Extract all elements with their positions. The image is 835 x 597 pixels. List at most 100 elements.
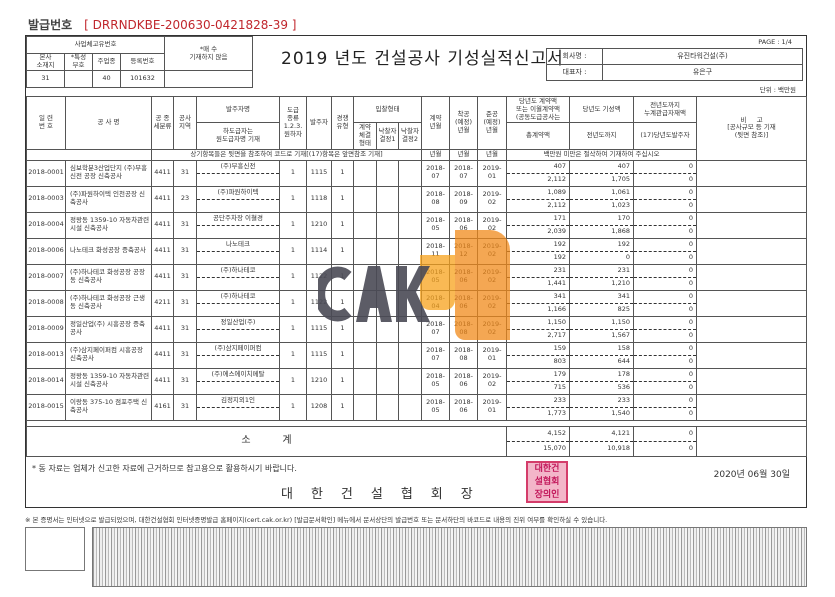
cell-p1: 0: [633, 393, 698, 408]
biz-val: 40: [92, 70, 121, 88]
table-subrow: 1,441 1,210 0: [27, 277, 807, 291]
biz-val: 101632: [120, 70, 165, 88]
cell-no: 2018-0008: [26, 289, 66, 317]
cell-no: 2018-0004: [26, 211, 66, 239]
cell-empty: [353, 211, 377, 239]
cell-remark: [696, 159, 808, 187]
cell-d2: 1,868: [569, 225, 635, 239]
cell-client: 정일산업(주): [196, 315, 280, 330]
company-box: 회사명 : 유진타워건설(주) 대표자 : 유은구: [546, 48, 803, 81]
cell-comp: 1: [331, 341, 354, 369]
cell-end: 2019-02: [477, 315, 508, 343]
cell-cym: 2018-05: [421, 367, 451, 395]
cell-d2: 825: [569, 303, 635, 317]
cell-name: 정왕동 1359-10 자동차관련 시설 신축공사: [65, 211, 152, 239]
cell-cym: 2018-05: [421, 211, 451, 239]
cell-orderer: 1114: [306, 237, 332, 265]
cell-no: 2018-0006: [26, 237, 66, 265]
cell-end: 2019-02: [477, 289, 508, 317]
cell-end: 2019-02: [477, 263, 508, 291]
cell-empty: [376, 237, 399, 265]
subtotal-a1: 4,152: [506, 425, 571, 442]
cell-sub: 4161: [151, 393, 174, 421]
cell-client-blank: [196, 407, 280, 421]
table-subrow: 715 536 0: [27, 381, 807, 395]
cell-d1: 170: [569, 211, 635, 226]
cell-sub: 4411: [151, 341, 174, 369]
cell-ctype: 1: [279, 315, 307, 343]
cell-empty: [397, 289, 423, 317]
cell-empty: [397, 315, 423, 343]
cell-cym: 2018-07: [421, 341, 451, 369]
cell-region: 31: [173, 393, 197, 421]
cell-empty: [376, 367, 399, 395]
money-note: 백만원 미만은 절삭하여 기재하여 주십시오: [506, 148, 698, 161]
subtotal-remark: [696, 425, 808, 457]
cell-a2: 2,112: [506, 173, 571, 187]
cell-client: (주)파원하이텍: [196, 185, 280, 200]
company-name: 유진타워건설(주): [602, 48, 803, 65]
cell-cym: 2018-11: [421, 237, 451, 265]
header-client: 하도급자는 원도급자명 기재: [196, 122, 280, 150]
cell-sub: 4411: [151, 237, 174, 265]
cell-name: (주)하나테코 화성공장 공장동 신축공사: [65, 263, 152, 291]
cell-d2: 536: [569, 381, 635, 395]
cell-a1: 192: [506, 237, 571, 252]
cell-empty: [397, 367, 423, 395]
header-region: 공사 지역: [173, 96, 197, 150]
ceo-label: 대표자 :: [546, 64, 603, 81]
cell-empty: [397, 211, 423, 239]
cell-remark: [696, 367, 808, 395]
cell-p1: 0: [633, 237, 698, 252]
cell-empty: [376, 211, 399, 239]
header-contract_type: 도급 종류 1.2.3. 원하자: [279, 96, 307, 150]
cell-a2: 2,039: [506, 225, 571, 239]
cell-start: 2018-06: [449, 367, 479, 395]
cell-end: 2019-02: [477, 211, 508, 239]
cell-d1: 178: [569, 367, 635, 382]
cell-start: 2018-06: [449, 263, 479, 291]
cell-empty: [397, 237, 423, 265]
header-client_group: 발주자명: [196, 95, 280, 124]
cell-remark: [696, 211, 808, 239]
header-ym: 년월: [477, 148, 508, 161]
cell-comp: 1: [331, 237, 354, 265]
cell-a2: 1,441: [506, 277, 571, 291]
cell-sub: 4411: [151, 185, 174, 213]
cell-client: (주)하나테코: [196, 263, 280, 278]
cell-region: 31: [173, 211, 197, 239]
issue-code: [ DRRNDKBE-200630-0421828-39 ]: [84, 18, 297, 32]
subtotal-p1: 0: [633, 425, 698, 442]
cell-p1: 0: [633, 315, 698, 330]
cell-empty: [353, 263, 377, 291]
cell-cym: 2018-05: [421, 393, 451, 421]
biz-col: 주업종: [92, 53, 121, 71]
table-row: 2018-0007 (주)하나테코 화성공장 공장동 신축공사 4411 31 (주)하…: [26, 263, 808, 291]
cell-client: (주)삼지페이퍼컴: [196, 341, 280, 356]
cell-orderer: 1115: [306, 315, 332, 343]
cell-d1: 231: [569, 263, 635, 278]
cell-region: 31: [173, 341, 197, 369]
cell-orderer: 1208: [306, 393, 332, 421]
cell-start: 2018-08: [449, 341, 479, 369]
cell-p2: 0: [633, 381, 698, 395]
cell-remark: [696, 341, 808, 369]
cell-name: 정일산업(주) 시흥공장 증축공사: [65, 315, 152, 343]
biz-col: *특성 부호: [64, 53, 93, 71]
cell-p1: 0: [633, 289, 698, 304]
cell-sub: 4411: [151, 263, 174, 291]
cell-a2: 803: [506, 355, 571, 369]
issue-number: 발급번호 [ DRRNDKBE-200630-0421828-39 ]: [28, 16, 835, 35]
cell-client: (주)하나테코: [196, 289, 280, 304]
cell-a2: 1,773: [506, 407, 571, 421]
table-row: 2018-0014 정왕동 1359-10 자동차관련 시설 신축공사 4411 31…: [26, 367, 808, 395]
cell-client-blank: [196, 277, 280, 291]
cell-p2: 0: [633, 251, 698, 265]
cell-comp: 1: [331, 185, 354, 213]
header-done: 당년도 기성액: [569, 95, 635, 124]
table-subrow: 2,112 1,705 0: [27, 173, 807, 187]
cell-remark: [696, 315, 808, 343]
cell-cym: 2018-07: [421, 315, 451, 343]
cell-empty: [376, 393, 399, 421]
cell-orderer: 1122: [306, 289, 332, 317]
